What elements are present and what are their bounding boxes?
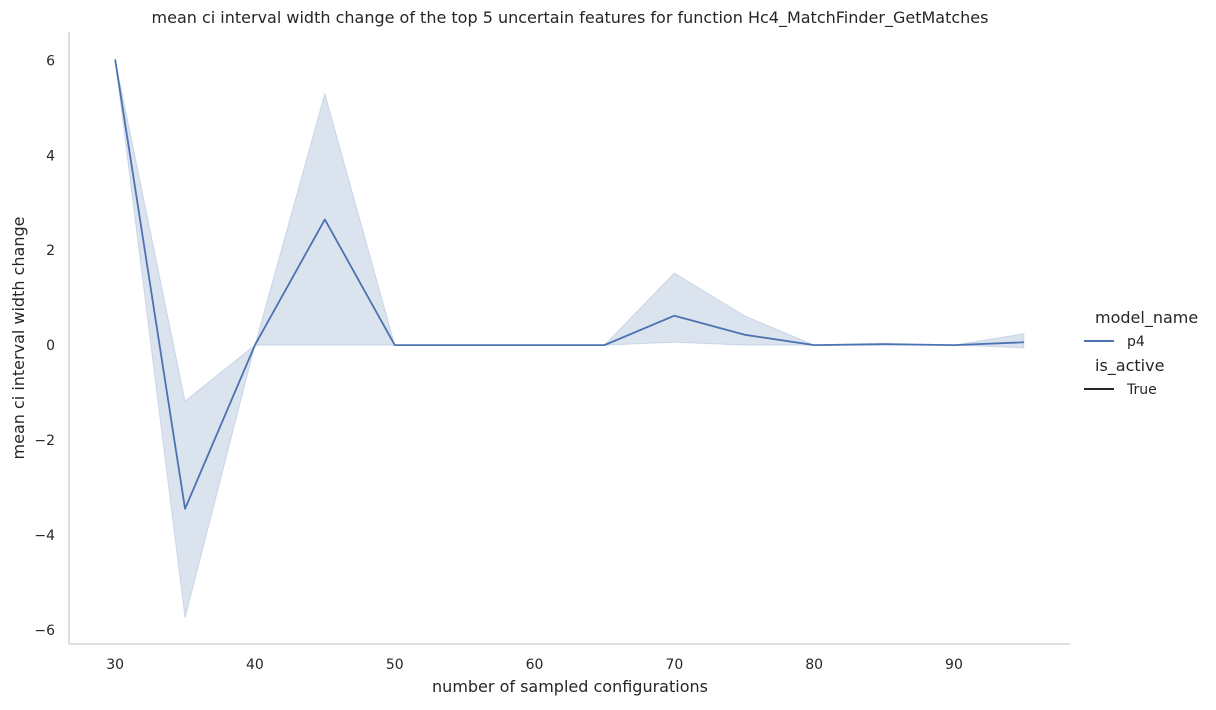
x-axis-label: number of sampled configurations — [432, 677, 708, 696]
legend-entry-p4: p4 — [1127, 334, 1145, 350]
y-tick-labels: −6 −4 −2 0 2 4 6 — [34, 53, 55, 638]
x-tick-label: 40 — [246, 657, 264, 673]
y-tick-label: −2 — [34, 433, 55, 449]
legend: model_name p4 is_active True — [1084, 308, 1198, 398]
y-tick-label: 6 — [46, 53, 55, 69]
legend-hue-title: model_name — [1095, 308, 1198, 328]
legend-style-title: is_active — [1095, 356, 1164, 376]
x-tick-label: 80 — [805, 657, 823, 673]
x-tick-labels: 30 40 50 60 70 80 90 — [106, 657, 963, 673]
x-tick-label: 90 — [945, 657, 963, 673]
y-tick-label: −6 — [34, 623, 55, 639]
series-line-p4 — [114, 59, 1024, 510]
y-tick-label: 4 — [46, 148, 55, 164]
y-tick-label: 2 — [46, 243, 55, 259]
x-tick-label: 50 — [386, 657, 404, 673]
legend-entry-true: True — [1126, 382, 1157, 398]
ci-band-p4 — [114, 59, 1025, 619]
y-axis-label: mean ci interval width change — [9, 217, 28, 460]
x-tick-label: 30 — [106, 657, 124, 673]
plot-area — [114, 59, 1025, 619]
axes — [68, 32, 1070, 645]
x-tick-label: 60 — [526, 657, 544, 673]
y-tick-label: −4 — [34, 528, 55, 544]
chart-title: mean ci interval width change of the top… — [152, 8, 989, 28]
y-tick-label: 0 — [46, 338, 55, 354]
x-tick-label: 70 — [665, 657, 683, 673]
